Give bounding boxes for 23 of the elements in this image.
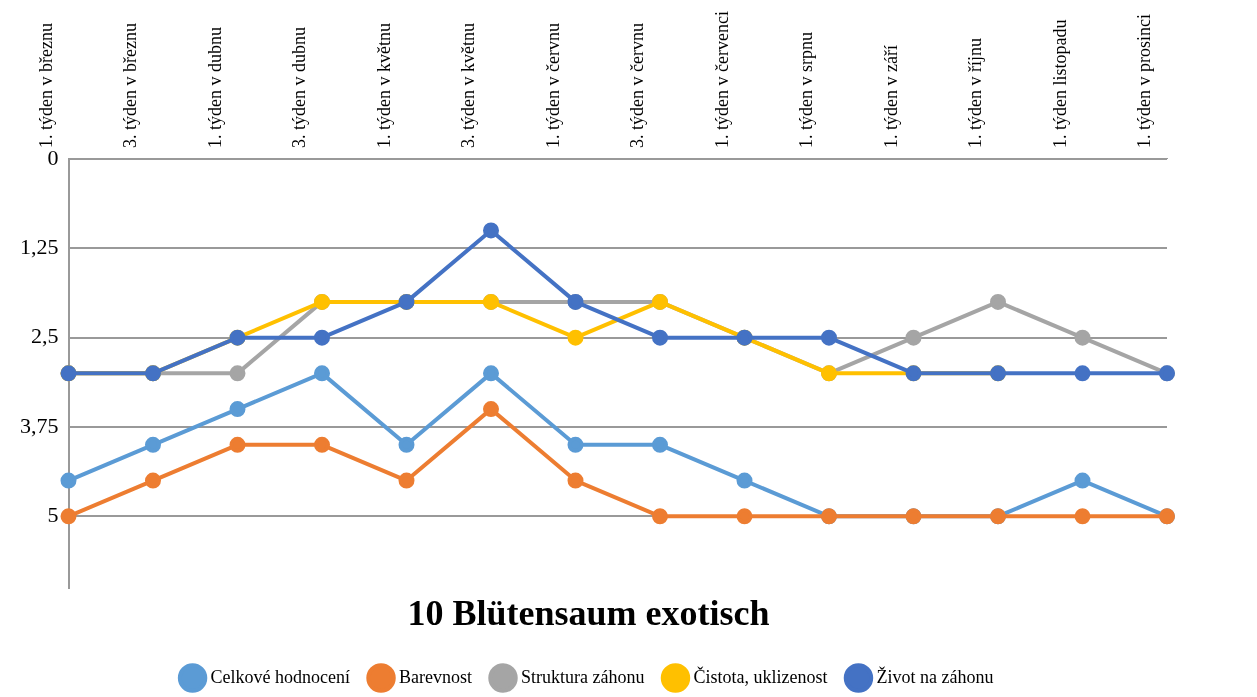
x-tick-label: 3. týden v květnu [458,22,479,148]
x-tick-label: 1. týden v červnu [542,22,563,148]
y-tick-label: 2,5 [31,323,59,349]
x-tick-label: 1. týden v říjnu [965,37,986,148]
x-tick-label: 3. týden v březnu [120,22,141,148]
x-tick-label: 1. týden v prosinci [1134,13,1155,148]
legend-label: Život na záhonu [876,665,994,687]
legend-label: Struktura záhonu [521,666,645,687]
x-tick-label: 1. týden v dubnu [204,26,225,148]
x-tick-label: 3. týden v dubnu [289,26,310,148]
text: 10 Blütensaum exotisch [407,592,770,633]
legend-label: Barevnost [399,666,473,687]
x-tick-label: 3. týden v červnu [627,22,648,148]
x-tick-label: 1. týden v květnu [373,22,394,148]
x-tick-label: 1. týden v červenci [711,10,732,148]
x-tick-label: 1. týden v srpnu [796,31,817,148]
x-tick-label: 1. týden v září [880,44,901,148]
y-tick-label: 3,75 [20,412,59,438]
y-tick-label: 5 [47,502,59,528]
legend-label: Celkové hodnocení [210,666,351,687]
x-tick-label: 1. týden listopadu [1049,19,1070,148]
legend-label: Čistota, uklizenost [693,665,828,687]
y-tick-label: 1,25 [20,234,59,260]
